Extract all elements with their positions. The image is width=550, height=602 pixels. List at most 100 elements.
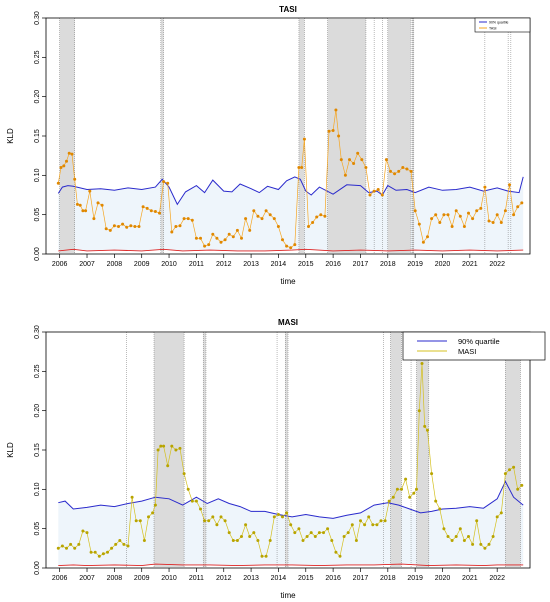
masi-y-tick-label: 0.30 bbox=[34, 325, 41, 339]
masi-x-tick-label: 2006 bbox=[52, 575, 68, 582]
tasi-series-point bbox=[219, 240, 223, 244]
masi-x-axis-label: time bbox=[280, 591, 296, 600]
masi-series-point bbox=[293, 531, 297, 535]
tasi-series-point bbox=[289, 246, 293, 250]
masi-series-point bbox=[93, 550, 97, 554]
masi-series-point bbox=[479, 542, 483, 546]
tasi-series-point bbox=[137, 225, 141, 228]
masi-series-point bbox=[77, 542, 81, 546]
tasi-y-axis-label: KLD bbox=[6, 128, 15, 144]
tasi-x-tick-label: 2007 bbox=[79, 261, 95, 268]
tasi-legend-quartile-label: 90% quartile bbox=[489, 21, 509, 25]
masi-series-point bbox=[434, 499, 438, 503]
masi-series-point bbox=[483, 546, 487, 550]
tasi-y-tick-label: 0.20 bbox=[34, 90, 41, 104]
masi-series-point bbox=[89, 550, 93, 554]
tasi-series-point bbox=[512, 213, 516, 217]
tasi-series-point bbox=[240, 236, 243, 240]
masi-shaded-region bbox=[390, 333, 402, 567]
masi-series-point bbox=[346, 531, 350, 535]
masi-x-tick-label: 2007 bbox=[79, 575, 95, 582]
masi-shaded-region bbox=[285, 333, 288, 567]
tasi-shaded-region bbox=[160, 19, 164, 253]
masi-series-point bbox=[305, 535, 309, 538]
masi-shaded-region bbox=[203, 333, 206, 567]
masi-series-point bbox=[412, 491, 416, 495]
masi-series-point bbox=[130, 495, 134, 499]
tasi-series-point bbox=[483, 185, 487, 189]
masi-series-point bbox=[162, 444, 166, 448]
tasi-series-point bbox=[256, 214, 260, 218]
tasi-series-point bbox=[297, 166, 301, 169]
masi-series-point bbox=[122, 542, 126, 546]
masi-series-point bbox=[471, 542, 475, 546]
tasi-series-point bbox=[434, 213, 438, 217]
tasi-series-point bbox=[235, 228, 239, 232]
tasi-series-point bbox=[300, 166, 304, 169]
tasi-series-point bbox=[59, 166, 63, 169]
tasi-y-tick-label: 0.25 bbox=[34, 50, 41, 64]
masi-series-point bbox=[475, 519, 479, 523]
tasi-series-point bbox=[380, 193, 384, 197]
tasi-series-point bbox=[356, 151, 360, 155]
masi-series-point bbox=[182, 472, 186, 476]
tasi-series-point bbox=[70, 152, 74, 156]
masi-x-tick-label: 2010 bbox=[161, 575, 177, 582]
masi-x-tick-label: 2012 bbox=[216, 575, 232, 582]
masi-series-point bbox=[101, 552, 105, 556]
tasi-x-tick-label: 2013 bbox=[243, 261, 259, 268]
tasi-series-point bbox=[62, 164, 66, 168]
masi-series-point bbox=[142, 539, 146, 542]
tasi-x-tick-label: 2011 bbox=[189, 261, 204, 268]
masi-series-point bbox=[151, 511, 155, 515]
masi-series-point bbox=[134, 519, 138, 523]
masi-series-point bbox=[375, 523, 379, 527]
tasi-series-point bbox=[186, 217, 190, 221]
masi-series-point bbox=[426, 428, 429, 432]
masi-series-point bbox=[244, 523, 248, 527]
masi-series-point bbox=[156, 448, 160, 452]
tasi-series-point bbox=[327, 129, 331, 133]
masi-series-point bbox=[60, 544, 64, 548]
masi-series-point bbox=[391, 495, 395, 499]
tasi-series-point bbox=[499, 221, 503, 224]
tasi-series-point bbox=[170, 230, 174, 234]
tasi-x-tick-label: 2022 bbox=[489, 261, 505, 268]
tasi-x-tick-label: 2006 bbox=[52, 261, 68, 268]
tasi-series-point bbox=[421, 240, 425, 244]
masi-series-point bbox=[159, 444, 163, 448]
tasi-series-point bbox=[372, 189, 376, 193]
tasi-series-point bbox=[438, 221, 442, 224]
tasi-x-tick-label: 2012 bbox=[216, 261, 232, 268]
tasi-series-point bbox=[81, 209, 85, 213]
masi-x-tick-label: 2011 bbox=[189, 575, 204, 582]
tasi-series-point bbox=[100, 203, 104, 207]
masi-lower-bound-line bbox=[58, 563, 524, 567]
tasi-series-point bbox=[430, 217, 434, 221]
masi-x-tick-label: 2009 bbox=[134, 575, 150, 582]
masi-series-point bbox=[281, 515, 284, 519]
masi-series-point bbox=[252, 531, 256, 535]
tasi-chart-title: TASI bbox=[279, 5, 297, 14]
masi-series-point bbox=[268, 539, 272, 542]
tasi-series-point bbox=[334, 108, 338, 112]
masi-series-point bbox=[458, 527, 462, 531]
tasi-series-point bbox=[491, 221, 495, 224]
tasi-series-point bbox=[75, 202, 79, 206]
tasi-series-point bbox=[190, 218, 194, 222]
tasi-series-point bbox=[475, 209, 479, 213]
tasi-series-point bbox=[331, 129, 335, 132]
tasi-series-point bbox=[337, 134, 341, 138]
tasi-series-point bbox=[339, 158, 343, 162]
masi-series-point bbox=[503, 472, 507, 476]
tasi-x-tick-label: 2018 bbox=[380, 261, 396, 268]
masi-series-point bbox=[379, 519, 383, 523]
tasi-series-point bbox=[96, 201, 100, 205]
tasi-series-point bbox=[302, 137, 306, 141]
masi-series-point bbox=[215, 523, 219, 527]
tasi-series-point bbox=[174, 225, 178, 228]
tasi-series-point bbox=[78, 203, 82, 207]
masi-legend-box bbox=[402, 331, 546, 361]
masi-series-point bbox=[404, 477, 408, 481]
masi-series-point bbox=[408, 495, 412, 499]
